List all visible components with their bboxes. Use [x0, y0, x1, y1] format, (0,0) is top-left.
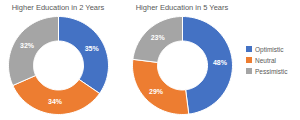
html-text:Pessimistic: Pessimistic [255, 67, 288, 75]
svg-text:29%: 29% [149, 88, 164, 95]
svg-text:35%: 35% [85, 45, 100, 52]
html-text:Higher Education in 2 Years: Higher Education in 2 Years [11, 3, 105, 12]
svg-text:23%: 23% [151, 34, 166, 41]
svg-text:32%: 32% [20, 42, 35, 49]
html-text:Neutral: Neutral [255, 56, 276, 64]
html-text:Optimistic: Optimistic [255, 45, 284, 53]
html-text:Higher Education in 5 Years: Higher Education in 5 Years [135, 3, 229, 12]
svg-text:48%: 48% [213, 59, 228, 66]
svg-text:34%: 34% [48, 98, 63, 105]
